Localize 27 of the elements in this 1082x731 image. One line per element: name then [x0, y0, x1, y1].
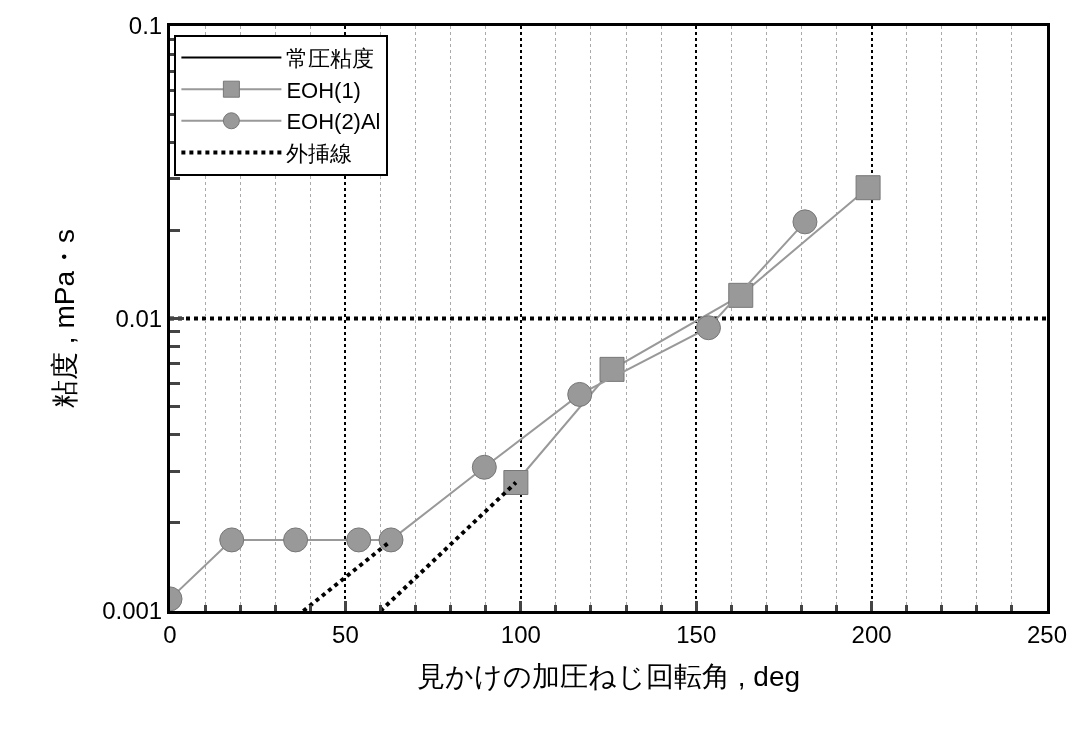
- x-tick-label: 250: [1026, 620, 1068, 648]
- legend-label: 常圧粘度: [286, 46, 375, 72]
- x-tick-label: 100: [500, 620, 541, 648]
- point: [567, 381, 593, 407]
- point: [792, 209, 818, 235]
- point: [283, 527, 309, 553]
- point: [728, 282, 754, 308]
- x-axis-title: 見かけの加圧ねじ回転角 , deg: [416, 660, 801, 692]
- point: [378, 527, 404, 553]
- x-tick-label: 50: [332, 620, 359, 648]
- y-tick-label: 0.001: [102, 597, 163, 625]
- x-tick-label: 150: [676, 620, 717, 648]
- legend-label: 外挿線: [286, 140, 353, 166]
- y-axis-title: 粘度 , mPa・s: [48, 229, 80, 408]
- x-tick-label: 200: [851, 620, 892, 648]
- x-tick-label: 0: [163, 620, 177, 648]
- y-tick-label: 0.01: [115, 304, 163, 332]
- point: [219, 527, 245, 553]
- point: [855, 175, 881, 201]
- point: [599, 356, 625, 382]
- legend-label: EOH(2)Al: [286, 109, 381, 135]
- point: [471, 454, 497, 480]
- legend-label: EOH(1): [286, 77, 361, 103]
- point: [503, 470, 529, 495]
- point: [346, 527, 372, 553]
- point: [695, 315, 721, 341]
- y-tick-label: 0.1: [128, 12, 163, 40]
